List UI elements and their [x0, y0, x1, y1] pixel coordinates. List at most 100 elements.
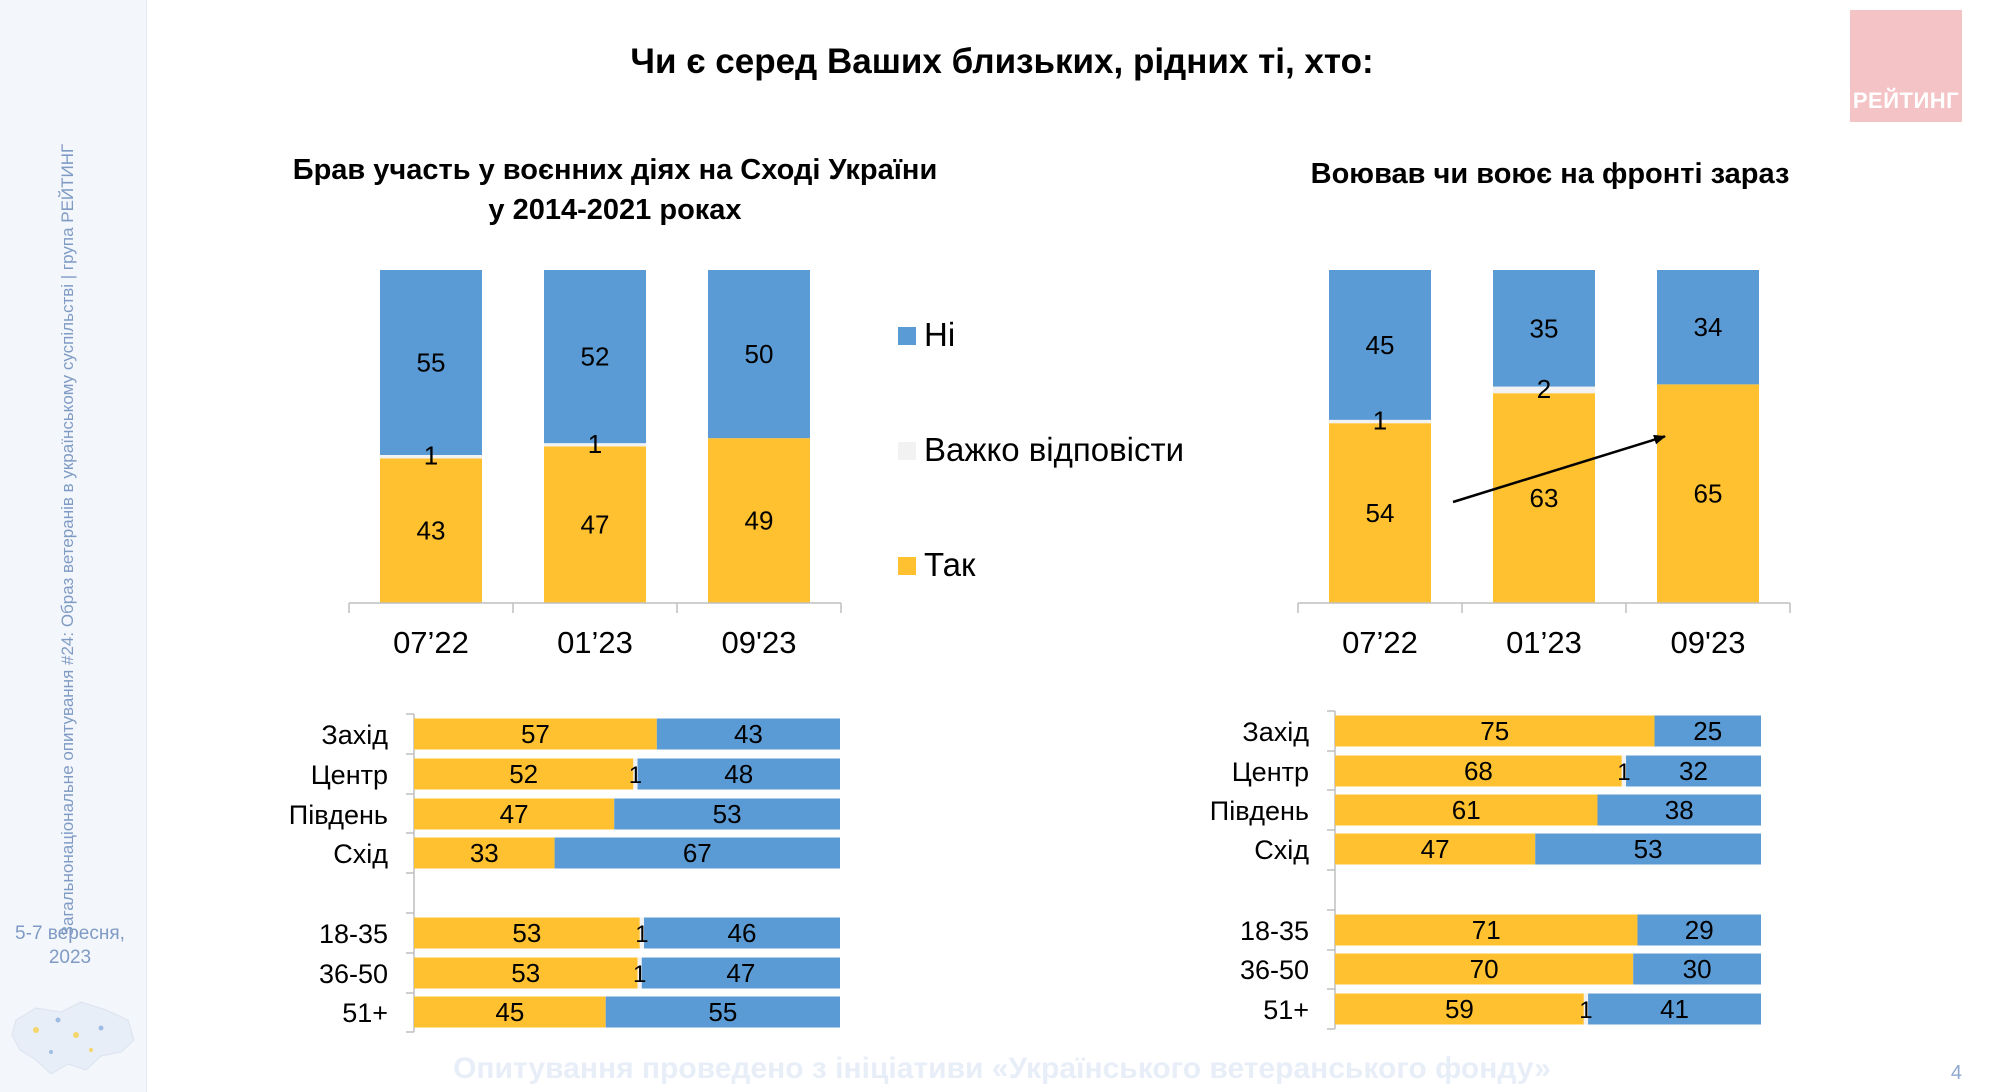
- hvalue-label-dk: 1: [629, 762, 642, 789]
- hbar-yes: [414, 718, 657, 750]
- hbar-no: [1626, 755, 1761, 787]
- hbar-no: [637, 758, 840, 790]
- hbar-no: [1633, 953, 1761, 985]
- value-label-dk: 1: [1373, 406, 1387, 436]
- category-label: Центр: [311, 760, 388, 790]
- hvalue-label-yes: 57: [521, 719, 550, 749]
- value-label-yes: 63: [1530, 483, 1559, 513]
- x-tick-label: 07’22: [393, 625, 469, 660]
- chart-right-title: Воював чи воює на фронті зараз: [1250, 154, 1850, 194]
- hbar-dk: [633, 758, 638, 790]
- hbar-dk: [1621, 755, 1627, 787]
- chart-left-title-line2: у 2014-2021 роках: [488, 194, 742, 226]
- value-label-dk: 2: [1537, 374, 1551, 404]
- value-label-yes: 65: [1694, 479, 1723, 509]
- legend-label-dk: Важко відповісти: [924, 431, 1185, 468]
- rating-logo: РЕЙТИНГ: [1850, 10, 1962, 122]
- hbar-dk: [637, 957, 642, 989]
- hvalue-label-yes: 68: [1464, 756, 1493, 786]
- hvalue-label-no: 41: [1660, 994, 1689, 1024]
- hvalue-label-yes: 52: [509, 759, 538, 789]
- hbar-yes: [414, 798, 615, 830]
- category-label: Центр: [1232, 757, 1309, 787]
- hvalue-label-no: 38: [1665, 795, 1694, 825]
- bar-dk: [544, 443, 646, 447]
- hbar-yes: [1335, 715, 1655, 747]
- category-label: Захід: [1242, 717, 1309, 747]
- hvalue-label-yes: 70: [1470, 954, 1499, 984]
- hbar-no: [605, 996, 840, 1028]
- bar-no: [1329, 270, 1431, 420]
- hbar-no: [656, 718, 840, 750]
- hvalue-label-yes: 45: [495, 997, 524, 1027]
- page-number: 4: [1950, 1062, 1962, 1084]
- hbar-yes: [414, 957, 638, 989]
- hbar-dk: [639, 917, 645, 949]
- hvalue-label-dk: 1: [633, 961, 646, 988]
- bar-no: [544, 270, 646, 444]
- bar-yes: [1329, 423, 1431, 603]
- value-label-yes: 54: [1366, 498, 1395, 528]
- hvalue-label-yes: 75: [1480, 716, 1509, 746]
- hbar-yes: [1335, 993, 1584, 1025]
- footer-note: Опитування проведено з ініціативи «Украї…: [453, 1052, 1551, 1085]
- survey-date-line1: 5-7 вересня,: [15, 923, 125, 944]
- hvalue-label-no: 48: [724, 759, 753, 789]
- hvalue-label-no: 29: [1685, 915, 1714, 945]
- hbar-no: [1597, 794, 1761, 826]
- hbar-no: [1637, 914, 1761, 946]
- hvalue-label-yes: 47: [1421, 834, 1450, 864]
- category-label: Захід: [321, 720, 388, 750]
- hbar-yes: [414, 996, 606, 1028]
- bar-no: [1493, 270, 1595, 387]
- category-label: Схід: [1254, 835, 1309, 865]
- x-tick-label: 09'23: [1671, 625, 1746, 660]
- x-tick-label: 01’23: [557, 625, 633, 660]
- hvalue-label-yes: 53: [511, 958, 540, 988]
- hvalue-label-no: 53: [1634, 834, 1663, 864]
- value-label-no: 34: [1694, 312, 1723, 342]
- chart-right-title-line1: Воював чи воює на фронті зараз: [1310, 158, 1790, 190]
- bar-no: [1657, 270, 1759, 385]
- hvalue-label-no: 55: [708, 997, 737, 1027]
- category-label: Південь: [1210, 796, 1309, 826]
- value-label-dk: 1: [588, 429, 602, 459]
- chart-left-title-line1: Брав участь у воєнних діях на Сході Укра…: [292, 154, 938, 186]
- hbar-no: [1588, 993, 1761, 1025]
- value-label-yes: 47: [581, 510, 610, 540]
- survey-date-line2: 2023: [48, 947, 92, 968]
- hbar-yes: [1335, 755, 1622, 787]
- hbar-no: [644, 917, 840, 949]
- hbar-no: [1654, 715, 1761, 747]
- survey-date: 5-7 вересня, 2023: [0, 922, 140, 970]
- hvalue-label-no: 46: [728, 918, 757, 948]
- hvalue-label-yes: 71: [1472, 915, 1501, 945]
- value-label-no: 45: [1366, 330, 1395, 360]
- ukraine-map-icon: [11, 1001, 135, 1075]
- hvalue-label-yes: 33: [470, 838, 499, 868]
- category-label: 18-35: [1240, 916, 1309, 946]
- hbar-yes: [1335, 953, 1634, 985]
- x-tick-label: 09'23: [722, 625, 797, 660]
- hbar-no: [641, 957, 840, 989]
- legend-label-no: Ні: [924, 316, 956, 353]
- legend-swatch-yes: [898, 557, 916, 575]
- category-label: 36-50: [319, 959, 388, 989]
- hvalue-label-no: 30: [1683, 954, 1712, 984]
- value-label-no: 55: [417, 348, 446, 378]
- value-label-yes: 43: [417, 516, 446, 546]
- hbar-yes: [414, 758, 634, 790]
- hvalue-label-dk: 1: [1579, 997, 1592, 1024]
- category-label: 51+: [342, 998, 388, 1028]
- legend-label-yes: Так: [924, 546, 976, 583]
- hbar-dk: [1583, 993, 1589, 1025]
- hbar-no: [1535, 833, 1761, 865]
- hvalue-label-no: 53: [713, 799, 742, 829]
- slide-title: Чи є серед Ваших близьких, рідних ті, хт…: [630, 42, 1374, 81]
- x-tick-label: 07’22: [1342, 625, 1418, 660]
- hvalue-label-no: 25: [1693, 716, 1722, 746]
- bar-yes: [544, 446, 646, 603]
- value-label-dk: 1: [424, 441, 438, 471]
- bar-yes: [380, 458, 482, 603]
- bar-dk: [1329, 419, 1431, 424]
